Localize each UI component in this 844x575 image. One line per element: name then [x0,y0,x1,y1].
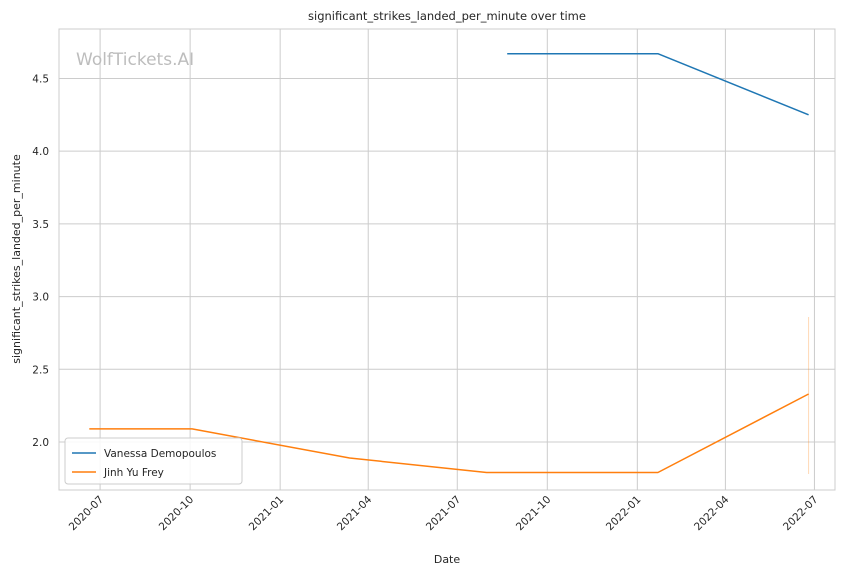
y-tick-label: 4.0 [32,146,49,158]
watermark: WolfTickets.AI [76,50,194,70]
x-gridlines [99,29,815,490]
y-gridlines [59,77,835,443]
series-line-jinh-yu-frey [89,393,809,474]
y-tick-label: 3.5 [32,219,49,231]
x-tick-label: 2022-04 [692,493,732,533]
chart-title: significant_strikes_landed_per_minute ov… [308,9,586,23]
y-tick-label: 2.0 [32,437,49,449]
x-axis-label: Date [434,553,461,566]
plot-frame [58,28,836,491]
x-tick-label: 2020-10 [157,494,197,534]
legend-label-jinh-yu-frey: Jinh Yu Frey [103,467,164,479]
series-layer [89,52,810,475]
x-tick-label: 2021-04 [335,493,375,533]
legend-label-vanessa-demopoulos: Vanessa Demopoulos [104,448,216,460]
y-tick-labels: 2.0 2.5 3.0 3.5 4.0 4.5 [32,73,49,449]
y-tick-label: 4.5 [32,73,49,85]
legend: Vanessa Demopoulos Jinh Yu Frey [64,437,243,485]
x-tick-label: 2021-01 [247,494,287,534]
x-tick-label: 2020-07 [67,494,107,534]
series-line-vanessa-demopoulos [507,52,809,116]
x-tick-label: 2022-01 [604,494,644,534]
y-axis-label: significant_strikes_landed_per_minute [10,154,23,364]
x-tick-labels: 2020-07 2020-10 2021-01 2021-04 2021-07 2021-… [67,493,821,533]
y-tick-label: 3.0 [32,292,49,304]
y-tick-label: 2.5 [32,364,49,376]
x-tick-label: 2021-07 [424,494,464,534]
legend-box [64,437,243,485]
x-tick-label: 2022-07 [781,494,821,534]
x-tick-label: 2021-10 [514,494,554,534]
